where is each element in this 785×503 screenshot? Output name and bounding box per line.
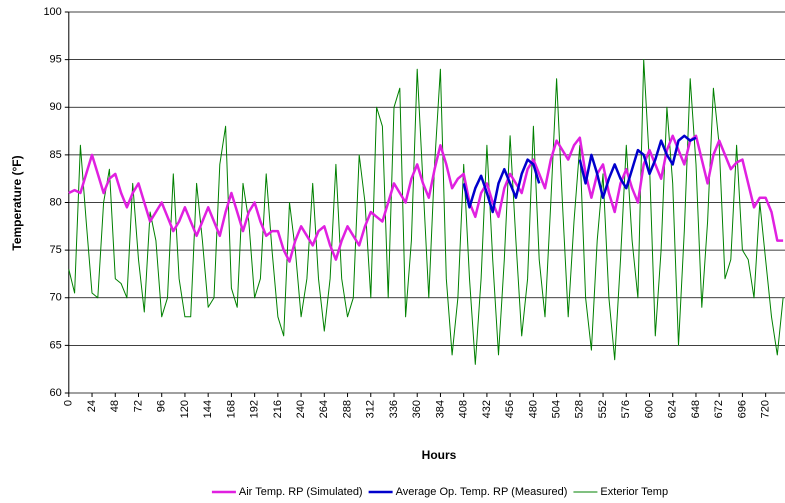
x-tick-label: 72	[132, 400, 144, 412]
legend-label: Air Temp. RP (Simulated)	[239, 486, 363, 498]
x-tick-label: 48	[109, 400, 121, 412]
x-tick-label: 192	[249, 400, 261, 418]
series-line	[462, 134, 697, 214]
y-tick-label: 75	[50, 244, 62, 256]
y-tick-label: 85	[50, 149, 62, 161]
x-tick-label: 600	[643, 400, 655, 418]
legend-label: Average Op. Temp. RP (Measured)	[396, 486, 568, 498]
x-tick-label: 288	[341, 400, 353, 418]
x-tick-label: 0	[63, 400, 75, 406]
x-tick-label: 168	[225, 400, 237, 418]
x-tick-label: 240	[295, 400, 307, 418]
x-tick-label: 624	[667, 400, 679, 418]
y-tick-label: 90	[50, 101, 62, 113]
x-tick-label: 432	[481, 400, 493, 418]
x-tick-label: 696	[736, 400, 748, 418]
y-axis-label: Temperature (°F)	[10, 155, 24, 250]
x-tick-label: 528	[574, 400, 586, 418]
x-tick-label: 24	[86, 400, 98, 412]
series-line	[68, 59, 784, 365]
x-tick-label: 408	[458, 400, 470, 418]
x-tick-label: 456	[504, 400, 516, 418]
x-axis-label: Hours	[422, 448, 457, 462]
x-tick-label: 336	[388, 400, 400, 418]
x-tick-label: 576	[620, 400, 632, 418]
x-tick-label: 480	[527, 400, 539, 418]
y-tick-label: 95	[50, 54, 62, 66]
x-tick-label: 360	[411, 400, 423, 418]
x-tick-label: 312	[365, 400, 377, 418]
x-tick-label: 648	[690, 400, 702, 418]
x-tick-label: 384	[434, 400, 446, 418]
y-tick-label: 100	[43, 6, 61, 18]
x-tick-label: 720	[760, 400, 772, 418]
x-tick-label: 264	[318, 400, 330, 418]
y-tick-label: 65	[50, 339, 62, 351]
legend-label: Exterior Temp	[600, 486, 668, 498]
series-line	[68, 134, 784, 263]
x-tick-label: 672	[713, 400, 725, 418]
x-tick-label: 96	[156, 400, 168, 412]
y-tick-label: 60	[50, 387, 62, 399]
y-tick-label: 80	[50, 196, 62, 208]
x-tick-label: 216	[272, 400, 284, 418]
x-tick-label: 144	[202, 400, 214, 418]
x-tick-label: 120	[179, 400, 191, 418]
x-tick-label: 552	[597, 400, 609, 418]
y-tick-label: 70	[50, 292, 62, 304]
x-tick-label: 504	[550, 400, 562, 418]
